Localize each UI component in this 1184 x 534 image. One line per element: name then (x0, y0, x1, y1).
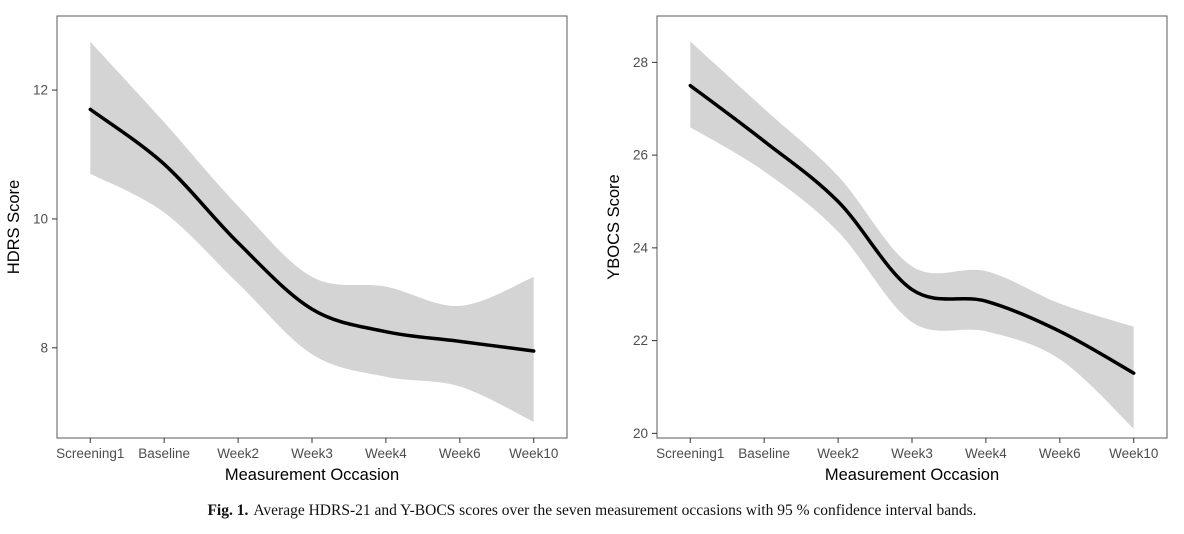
y-axis-title: YBOCS Score (605, 174, 623, 279)
y-tick-label: 24 (633, 240, 649, 255)
y-axis-title: HDRS Score (5, 180, 23, 274)
y-tick-label: 28 (633, 55, 648, 70)
x-tick-label: Week6 (1039, 446, 1081, 461)
figure-caption-label: Fig. 1. (207, 502, 249, 519)
hdrs-chart-svg: 8 10 12 Screening1 Baseline Week2 Week3 Week4 We… (5, 15, 568, 484)
x-tick-label: Week10 (509, 446, 558, 461)
x-axis-title: Measurement Occasion (225, 466, 399, 484)
x-tick-label: Screening1 (656, 446, 724, 461)
hdrs-chart: 8 10 12 Screening1 Baseline Week2 Week3 Week4 We… (3, 6, 581, 498)
x-tick-label: Baseline (138, 446, 190, 461)
mean-line (688, 83, 1136, 375)
x-tick-label: Week2 (217, 446, 259, 461)
y-tick-label: 22 (633, 333, 648, 348)
x-axis-title: Measurement Occasion (825, 466, 999, 484)
x-tick-label: Week6 (439, 446, 481, 461)
charts-row: 8 10 12 Screening1 Baseline Week2 Week3 Week4 We… (3, 0, 1181, 498)
x-tick-label: Baseline (738, 446, 790, 461)
mean-line (88, 107, 536, 353)
confidence-band (90, 41, 534, 422)
x-tick-label: Week3 (291, 446, 333, 461)
x-tick-label: Week4 (965, 446, 1007, 461)
y-tick-label: 12 (33, 83, 48, 98)
x-tick-label: Week3 (891, 446, 933, 461)
x-tick-label: Week2 (817, 446, 859, 461)
y-tick-label: 8 (40, 340, 48, 355)
figure-caption: Fig. 1. Average HDRS-21 and Y-BOCS scores… (0, 502, 1184, 520)
y-tick-label: 10 (33, 212, 48, 227)
ybocs-chart-svg: 20 22 24 26 28 Screening1 Baseline Week2 Week3 We… (605, 15, 1168, 484)
x-tick-label: Screening1 (56, 446, 124, 461)
ybocs-chart: 20 22 24 26 28 Screening1 Baseline Week2 Week3 We… (603, 6, 1181, 498)
confidence-band (690, 41, 1134, 429)
x-tick-label: Week4 (365, 446, 407, 461)
x-tick-label: Week10 (1109, 446, 1158, 461)
y-tick-label: 20 (633, 426, 648, 441)
figure-caption-text: Average HDRS-21 and Y-BOCS scores over t… (253, 502, 977, 519)
y-tick-label: 26 (633, 148, 648, 163)
